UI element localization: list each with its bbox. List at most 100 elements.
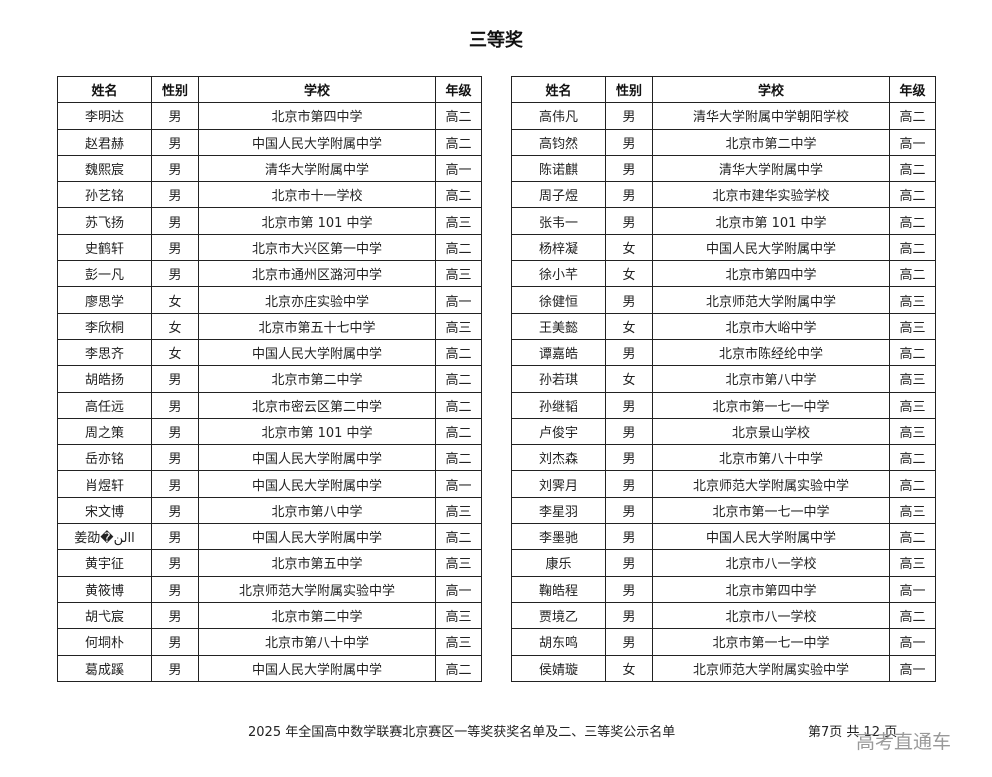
cell-grade: 高二 — [889, 207, 936, 235]
cell-grade: 高三 — [889, 286, 936, 314]
table-row: 肖煜轩男中国人民大学附属中学 高一 — [57, 470, 482, 498]
cell-school: 北京市八一学校 — [652, 601, 890, 630]
cell-grade: 高二 — [435, 102, 482, 130]
header-grade: 年级 — [435, 75, 482, 104]
cell-name: 胡皓扬 — [57, 365, 152, 393]
cell-name: 张韦一 — [511, 207, 606, 235]
cell-gender: 男 — [151, 391, 199, 419]
table-row: 周子煜男北京市建华实验学校 高二 — [511, 181, 936, 209]
table-header-row: 姓名 性别 学校 年级 — [57, 75, 482, 104]
cell-gender: 女 — [605, 233, 653, 262]
cell-gender: 男 — [151, 549, 199, 577]
awards-table-left: 姓名 性别 学校 年级 李明达男北京市第四中学 高二 赵君赫男中国人民大学附属中学高… — [57, 75, 482, 682]
cell-grade: 高一 — [889, 654, 936, 682]
cell-grade: 高二 — [435, 233, 482, 262]
cell-grade: 高一 — [889, 628, 936, 656]
cell-gender: 女 — [151, 312, 199, 340]
cell-grade: 高二 — [435, 444, 482, 472]
cell-grade: 高三 — [889, 365, 936, 393]
table-row: 赵君赫男中国人民大学附属中学 高二 — [57, 128, 482, 156]
cell-school: 北京师范大学附属中学 — [652, 286, 890, 314]
cell-name: 刘霁月 — [511, 470, 606, 498]
cell-grade: 高三 — [889, 417, 936, 446]
cell-school: 北京市第八十中学 — [198, 628, 436, 656]
cell-school: 北京市八一学校 — [652, 549, 890, 577]
table-row: 李星羽男北京市第一七一中学 高三 — [511, 496, 936, 525]
cell-school: 北京市第八十中学 — [652, 444, 890, 472]
cell-school: 北京师范大学附属实验中学 — [652, 654, 890, 682]
cell-gender: 男 — [151, 575, 199, 603]
cell-gender: 男 — [605, 338, 653, 367]
cell-name: 胡弋宸 — [57, 601, 152, 630]
cell-school: 北京市第一七一中学 — [652, 628, 890, 656]
cell-school: 中国人民大学附属中学 — [198, 470, 436, 498]
table-row: 张韦一男北京市第 101 中学 高二 — [511, 207, 936, 235]
cell-school: 北京市十一学校 — [198, 181, 436, 209]
table-row: 杨梓凝女中国人民大学附属中学 高二 — [511, 233, 936, 262]
cell-name: 陈诺麒 — [511, 154, 606, 183]
table-row: 高钧然男北京市第二中学 高一 — [511, 128, 936, 156]
table-row: 黄宇征男北京市第五中学 高三 — [57, 549, 482, 577]
cell-name: 李欣桐 — [57, 312, 152, 340]
cell-school: 中国人民大学附属中学 — [198, 523, 436, 551]
cell-grade: 高二 — [889, 523, 936, 551]
cell-grade: 高二 — [889, 338, 936, 367]
header-name: 姓名 — [57, 75, 152, 104]
cell-school: 北京市第 101 中学 — [198, 417, 436, 446]
table-row: 孙艺铭男北京市十一学校 高二 — [57, 181, 482, 209]
cell-name: 廖思学 — [57, 286, 152, 314]
cell-gender: 男 — [605, 207, 653, 235]
cell-gender: 男 — [151, 496, 199, 525]
cell-school: 北京市密云区第二中学 — [198, 391, 436, 419]
cell-gender: 男 — [605, 154, 653, 183]
cell-school: 清华大学附属中学 — [652, 154, 890, 183]
cell-name: 魏熙宸 — [57, 154, 152, 183]
table-row: 王美懿女北京市大峪中学 高三 — [511, 312, 936, 340]
cell-gender: 女 — [605, 312, 653, 340]
cell-school: 北京市第五中学 — [198, 549, 436, 577]
cell-grade: 高二 — [889, 102, 936, 130]
table-row: 周之策男北京市第 101 中学 高二 — [57, 417, 482, 446]
cell-grade: 高三 — [435, 601, 482, 630]
header-school: 学校 — [652, 75, 890, 104]
cell-gender: 男 — [151, 601, 199, 630]
cell-grade: 高二 — [889, 233, 936, 262]
cell-school: 北京市第四中学 — [652, 260, 890, 288]
cell-school: 北京市第四中学 — [652, 575, 890, 603]
cell-gender: 男 — [605, 628, 653, 656]
cell-gender: 男 — [151, 154, 199, 183]
cell-grade: 高一 — [435, 470, 482, 498]
cell-name: 黄筱博 — [57, 575, 152, 603]
cell-school: 北京市陈经纶中学 — [652, 338, 890, 367]
cell-grade: 高二 — [889, 444, 936, 472]
cell-name: 高钧然 — [511, 128, 606, 156]
cell-gender: 男 — [605, 102, 653, 130]
cell-school: 北京市第八中学 — [198, 496, 436, 525]
cell-gender: 男 — [605, 601, 653, 630]
cell-name: 徐小芊 — [511, 260, 606, 288]
cell-grade: 高二 — [435, 391, 482, 419]
cell-grade: 高三 — [435, 312, 482, 340]
cell-name: 李明达 — [57, 102, 152, 130]
page-title: 三等奖 — [469, 30, 523, 51]
cell-grade: 高三 — [889, 549, 936, 577]
table-row: 鞠皓程男北京市第四中学 高一 — [511, 575, 936, 603]
cell-school: 北京景山学校 — [652, 417, 890, 446]
cell-grade: 高三 — [889, 496, 936, 525]
table-row: 史鹤轩男北京市大兴区第一中学 高二 — [57, 233, 482, 262]
cell-gender: 男 — [151, 444, 199, 472]
cell-gender: 男 — [605, 496, 653, 525]
cell-school: 北京市第 101 中学 — [198, 207, 436, 235]
cell-name: 孙艺铭 — [57, 181, 152, 209]
cell-gender: 男 — [605, 181, 653, 209]
cell-gender: 男 — [151, 207, 199, 235]
cell-gender: 男 — [151, 233, 199, 262]
cell-grade: 高二 — [435, 128, 482, 156]
cell-school: 北京市第一七一中学 — [652, 496, 890, 525]
page-number: 第7页 共 12 页 — [808, 725, 898, 740]
table-row: 刘杰森男北京市第八十中学 高二 — [511, 444, 936, 472]
table-row: 李明达男北京市第四中学 高二 — [57, 102, 482, 130]
cell-grade: 高二 — [435, 417, 482, 446]
cell-school: 北京市第一七一中学 — [652, 391, 890, 419]
cell-name: 李星羽 — [511, 496, 606, 525]
